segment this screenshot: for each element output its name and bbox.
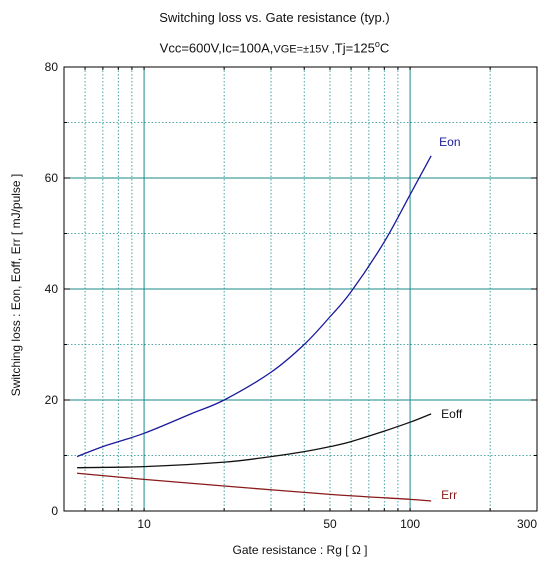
x-tick-label: 300 xyxy=(517,517,537,531)
series-line-err xyxy=(77,472,432,502)
series-line-eon xyxy=(76,155,432,458)
y-tick-label: 20 xyxy=(45,393,59,407)
x-axis-label: Gate resistance : Rg [ Ω ] xyxy=(232,543,368,557)
x-tick-label: 10 xyxy=(137,517,151,531)
series-label-eon: Eon xyxy=(439,135,460,149)
chart-title: Switching loss vs. Gate resistance (typ.… xyxy=(159,10,390,25)
subtitle-tj: Tj=125 xyxy=(334,40,375,56)
series-line-eoff xyxy=(77,413,432,469)
subtitle-tj-sup: o xyxy=(374,39,380,49)
y-tick-label: 60 xyxy=(45,171,59,185)
series-label-err: Err xyxy=(441,488,457,502)
subtitle-prefix: Vcc=600V,Ic=100A, xyxy=(159,40,274,56)
series-label-eoff: Eoff xyxy=(441,407,463,421)
subtitle-tj-unit: C xyxy=(379,40,390,56)
y-tick-label: 0 xyxy=(51,504,58,518)
chart-subtitle: Vcc=600V,Ic=100A,VGE=±15V ,Tj=125oC xyxy=(0,39,549,55)
x-tick-label: 50 xyxy=(323,517,337,531)
x-tick-label: 100 xyxy=(400,517,420,531)
y-tick-label: 40 xyxy=(45,282,59,296)
subtitle-vge: VGE=±15V , xyxy=(273,43,335,56)
y-tick-label: 80 xyxy=(45,60,59,74)
